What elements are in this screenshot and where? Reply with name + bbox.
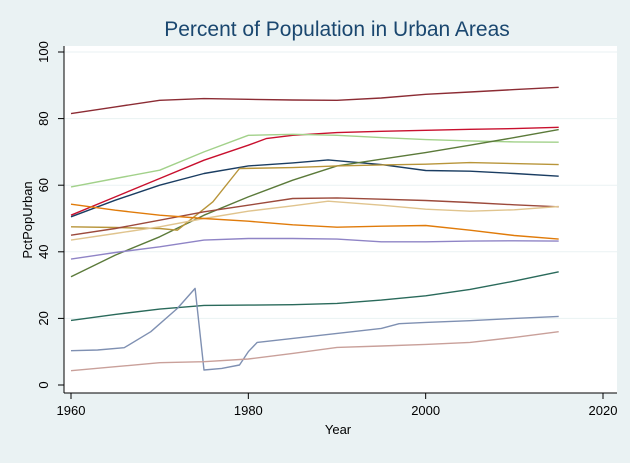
y-tick-label: 20 bbox=[36, 311, 51, 325]
series-line-11 bbox=[70, 271, 559, 322]
x-axis-label: Year bbox=[325, 422, 352, 437]
series-line-7 bbox=[70, 197, 559, 236]
y-tick-label: 40 bbox=[36, 245, 51, 259]
series-line-3 bbox=[70, 133, 559, 188]
y-axis-label: PctPopUrban bbox=[20, 181, 35, 258]
series-line-2 bbox=[70, 126, 559, 216]
series-line-5 bbox=[70, 128, 559, 278]
series-line-8 bbox=[70, 200, 559, 241]
x-tick-label: 2000 bbox=[411, 403, 440, 418]
axis-ticks: 0 20 40 60 80 100 1960 1980 2000 2020 bbox=[36, 41, 617, 418]
y-tick-label: 80 bbox=[36, 111, 51, 125]
series-line-12 bbox=[70, 287, 559, 371]
y-tick-label: 100 bbox=[36, 41, 51, 63]
y-tick-label: 0 bbox=[36, 381, 51, 388]
y-tick-label: 60 bbox=[36, 178, 51, 192]
series-lines bbox=[70, 86, 559, 372]
series-line-4 bbox=[70, 159, 559, 218]
series-line-10 bbox=[70, 237, 559, 260]
plot-area bbox=[64, 46, 617, 393]
x-tick-label: 1960 bbox=[57, 403, 86, 418]
series-line-6 bbox=[70, 161, 559, 231]
x-tick-label: 2020 bbox=[589, 403, 618, 418]
series-line-9 bbox=[70, 203, 559, 240]
x-tick-label: 1980 bbox=[234, 403, 263, 418]
chart-title: Percent of Population in Urban Areas bbox=[164, 18, 510, 41]
series-line-1 bbox=[70, 86, 559, 115]
series-line-13 bbox=[70, 331, 559, 372]
